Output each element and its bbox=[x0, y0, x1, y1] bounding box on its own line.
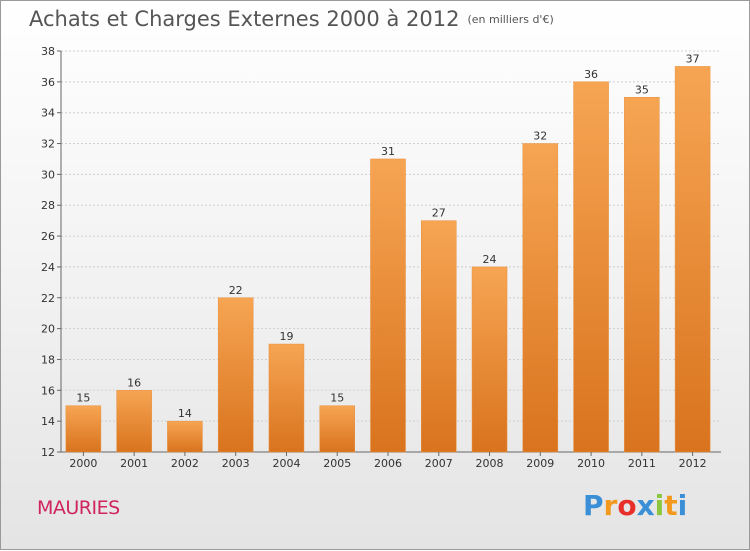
bar bbox=[471, 266, 508, 453]
bar-value-label: 32 bbox=[533, 130, 547, 143]
x-tick-label: 2010 bbox=[577, 457, 605, 470]
y-tick-label: 36 bbox=[41, 76, 55, 89]
bar bbox=[65, 405, 102, 453]
x-tick-label: 2005 bbox=[323, 457, 351, 470]
bar bbox=[573, 81, 609, 453]
y-tick-label: 30 bbox=[41, 168, 55, 181]
bar-value-label: 19 bbox=[279, 330, 293, 343]
y-tick-label: 22 bbox=[41, 292, 55, 305]
x-tick-label: 2004 bbox=[272, 457, 300, 470]
chart-title: Achats et Charges Externes 2000 à 2012 (e… bbox=[29, 7, 554, 31]
bar-value-label: 35 bbox=[635, 83, 649, 96]
logo-letter: x bbox=[636, 489, 655, 522]
bar bbox=[674, 66, 711, 453]
x-tick-label: 2000 bbox=[69, 457, 97, 470]
bar-value-label: 37 bbox=[686, 52, 700, 65]
y-tick-label: 20 bbox=[41, 323, 55, 336]
y-tick-label: 18 bbox=[41, 353, 55, 366]
bar-value-label: 15 bbox=[330, 392, 344, 405]
place-name: MAURIES bbox=[37, 497, 120, 519]
bar bbox=[522, 143, 559, 453]
bar bbox=[217, 297, 254, 453]
x-tick-label: 2012 bbox=[679, 457, 707, 470]
logo-letter: i bbox=[677, 489, 688, 522]
x-tick-label: 2007 bbox=[425, 457, 453, 470]
bar-value-label: 15 bbox=[76, 392, 90, 405]
y-tick-label: 32 bbox=[41, 138, 55, 151]
bar bbox=[421, 220, 457, 453]
bar bbox=[319, 405, 355, 453]
x-tick-label: 2008 bbox=[476, 457, 504, 470]
bar-value-label: 27 bbox=[432, 207, 446, 220]
title-unit: (en milliers d'€) bbox=[467, 13, 554, 26]
bar-value-label: 22 bbox=[229, 284, 243, 297]
logo-letter: o bbox=[617, 489, 637, 522]
x-tick-label: 2001 bbox=[120, 457, 148, 470]
y-tick-label: 34 bbox=[41, 107, 55, 120]
y-tick-label: 26 bbox=[41, 230, 55, 243]
bar-value-label: 14 bbox=[178, 407, 192, 420]
bar-value-label: 24 bbox=[483, 253, 497, 266]
logo-letter: r bbox=[603, 489, 618, 522]
x-tick-label: 2011 bbox=[628, 457, 656, 470]
x-tick-label: 2009 bbox=[526, 457, 554, 470]
logo-letter: t bbox=[664, 489, 678, 522]
proxiti-logo[interactable]: Proxiti bbox=[583, 489, 687, 522]
x-tick-label: 2002 bbox=[171, 457, 199, 470]
y-tick-label: 12 bbox=[41, 446, 55, 459]
bar-value-label: 31 bbox=[381, 145, 395, 158]
bar bbox=[370, 158, 406, 453]
y-tick-label: 14 bbox=[41, 415, 55, 428]
y-tick-label: 24 bbox=[41, 261, 55, 274]
y-tick-label: 16 bbox=[41, 384, 55, 397]
y-tick-label: 28 bbox=[41, 199, 55, 212]
logo-letter: P bbox=[583, 489, 604, 522]
bar-value-label: 36 bbox=[584, 68, 598, 81]
x-tick-label: 2006 bbox=[374, 457, 402, 470]
title-text: Achats et Charges Externes 2000 à 2012 bbox=[29, 7, 460, 31]
bar-value-label: 16 bbox=[127, 376, 141, 389]
bar bbox=[167, 420, 203, 453]
x-tick-label: 2003 bbox=[222, 457, 250, 470]
bar bbox=[116, 390, 152, 453]
logo-letter: i bbox=[654, 489, 665, 522]
bar bbox=[624, 97, 660, 453]
y-tick-label: 38 bbox=[41, 45, 55, 58]
bar bbox=[268, 343, 305, 453]
